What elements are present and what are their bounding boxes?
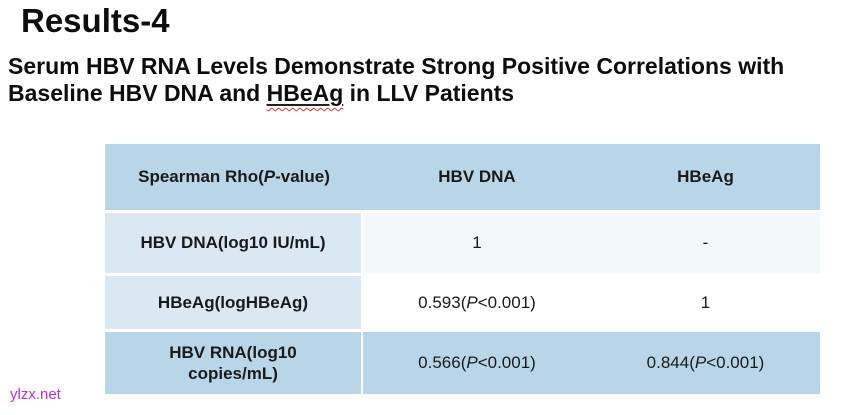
table-row-hbv-dna: HBV DNA(log10 IU/mL) 1 - (105, 213, 820, 276)
value-p-italic: P (466, 292, 478, 312)
header-cell-spearman-rho: Spearman Rho(P-value) (105, 144, 363, 213)
value-post: <0.001) (477, 292, 536, 312)
table-row-hbv-rna: HBV RNA(log10 copies/mL) 0.566(P<0.001) … (105, 332, 820, 394)
table-header-row: Spearman Rho(P-value) HBV DNA HBeAg (105, 144, 820, 213)
value-post: <0.001) (706, 353, 765, 372)
value-pre: 0.593( (418, 292, 467, 312)
subtitle-line-1: Serum HBV RNA Levels Demonstrate Strong … (8, 53, 785, 79)
value-pre: 0.844( (646, 353, 695, 372)
cell-hbeag-x-hbeag: 1 (591, 276, 820, 332)
value-p-italic: P (694, 353, 707, 372)
cell-hbvrna-x-hbeag: 0.844(P<0.001) (591, 332, 820, 394)
watermark-ylzx: ylzx.net (10, 386, 61, 403)
row-label-hbv-rna-text: HBV RNA(log10 copies/mL) (169, 342, 297, 383)
value-p-italic: P (466, 353, 478, 372)
cell-hbvdna-x-hbvdna: 1 (363, 213, 591, 276)
subtitle-line-2: Baseline HBV DNA and HBeAg in LLV Patien… (8, 80, 784, 107)
subtitle-line2-after: in LLV Patients (343, 80, 515, 106)
page-title: Results-4 (21, 2, 170, 39)
subtitle-line2-before: Baseline HBV DNA and (8, 80, 267, 106)
value-post: <0.001) (477, 353, 536, 372)
table-row-hbeag: HBeAg(logHBeAg) 0.593(P<0.001) 1 (105, 276, 820, 332)
row-label-hbeag: HBeAg(logHBeAg) (105, 276, 363, 332)
header-col1-pre: Spearman Rho( (138, 167, 264, 186)
subtitle-hbeag-squiggle: HBeAg (266, 80, 344, 106)
row-label-hbv-rna: HBV RNA(log10 copies/mL) (105, 332, 363, 394)
correlation-table: Spearman Rho(P-value) HBV DNA HBeAg HBV … (105, 144, 820, 394)
header-col1-post: -value) (275, 167, 330, 186)
header-col1-p-italic: P (263, 167, 276, 186)
cell-hbvrna-x-hbvdna: 0.566(P<0.001) (363, 332, 591, 394)
header-cell-hbeag: HBeAg (591, 144, 820, 213)
value-pre: 0.566( (418, 353, 467, 372)
header-cell-hbv-dna: HBV DNA (363, 144, 591, 213)
cell-hbeag-x-hbvdna: 0.593(P<0.001) (363, 276, 591, 332)
row-label-hbv-dna: HBV DNA(log10 IU/mL) (105, 213, 363, 276)
slide-subtitle: Serum HBV RNA Levels Demonstrate Strong … (8, 53, 784, 107)
subtitle-hbeag-underlined: HBeAg (267, 80, 344, 106)
cell-hbvdna-x-hbeag: - (591, 213, 820, 276)
